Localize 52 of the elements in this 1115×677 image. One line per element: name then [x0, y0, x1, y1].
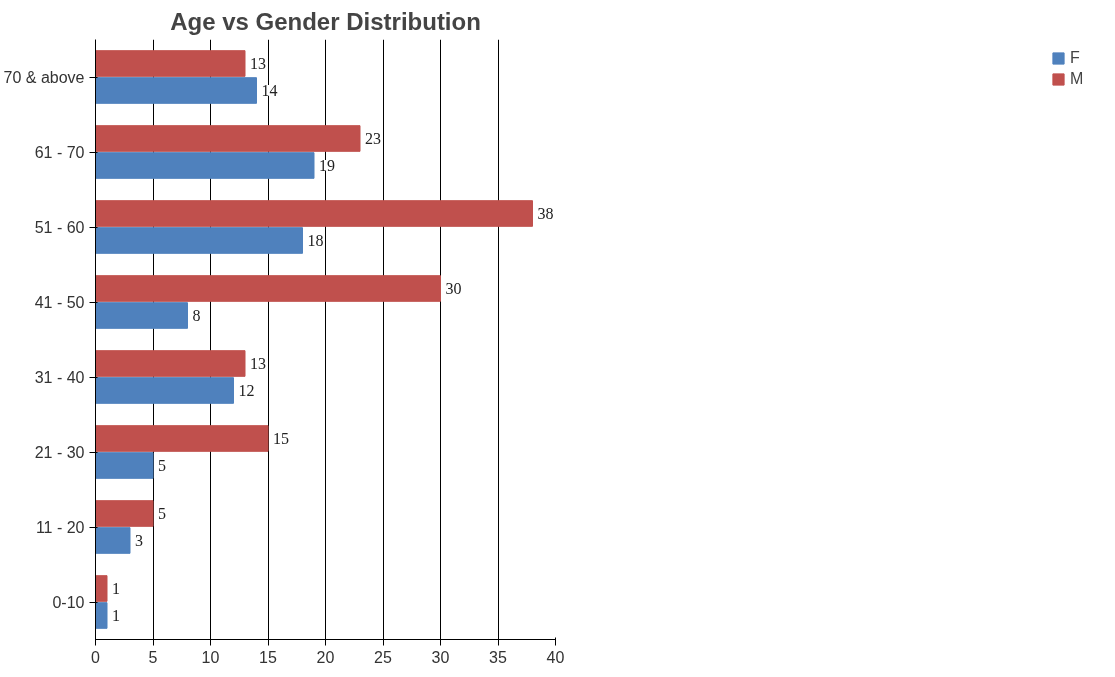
- data-label: 13: [250, 55, 266, 72]
- data-label: 30: [445, 280, 462, 297]
- data-label: 12: [238, 382, 255, 399]
- bar: [95, 377, 234, 404]
- x-tick-label: 0: [91, 648, 101, 666]
- x-tick-label: 15: [259, 648, 277, 666]
- data-label: 5: [158, 457, 166, 474]
- y-tick-label: 70 & above: [3, 68, 85, 86]
- bar: [95, 227, 303, 254]
- bar: [95, 425, 269, 452]
- data-label: 15: [273, 430, 289, 447]
- bar: [95, 602, 108, 629]
- bar: [95, 452, 154, 479]
- y-tick-label: 31 - 40: [34, 368, 85, 386]
- bar: [95, 125, 361, 152]
- bar: [95, 500, 154, 527]
- data-label: 18: [307, 232, 324, 249]
- bar: [95, 350, 246, 377]
- y-tick-label: 21 - 30: [34, 443, 85, 461]
- y-tick-label: 41 - 50: [34, 293, 85, 311]
- bar: [95, 50, 246, 77]
- x-tick-label: 20: [316, 648, 335, 666]
- x-tick-label: 25: [374, 648, 392, 666]
- chart-title: Age vs Gender Distribution: [170, 7, 481, 35]
- data-label: 13: [250, 355, 266, 372]
- legend-label: F: [1070, 49, 1081, 67]
- data-label: 8: [192, 307, 201, 324]
- x-tick-label: 10: [201, 648, 220, 666]
- bar: [95, 275, 441, 302]
- y-tick-label: 0-10: [52, 593, 85, 611]
- bar: [95, 152, 315, 179]
- y-tick-label: 51 - 60: [34, 218, 85, 236]
- data-label: 1: [112, 607, 120, 624]
- x-tick-label: 40: [546, 648, 565, 666]
- bar: [95, 302, 188, 329]
- x-tick-label: 30: [431, 648, 450, 666]
- x-tick-label: 5: [148, 648, 158, 666]
- data-label: 38: [537, 205, 554, 222]
- x-tick-label: 35: [489, 648, 507, 666]
- bar: [95, 77, 257, 104]
- data-label: 5: [158, 505, 166, 522]
- data-label: 1: [112, 580, 120, 597]
- y-tick-label: 61 - 70: [34, 143, 85, 161]
- data-label: 23: [365, 130, 381, 147]
- y-tick-label: 11 - 20: [35, 518, 85, 536]
- data-label: 14: [261, 82, 278, 99]
- bar: [95, 575, 108, 602]
- data-label: 3: [135, 532, 143, 549]
- legend-label: M: [1070, 70, 1085, 88]
- bar: [95, 200, 533, 227]
- bar: [95, 527, 131, 554]
- data-label: 19: [319, 157, 335, 174]
